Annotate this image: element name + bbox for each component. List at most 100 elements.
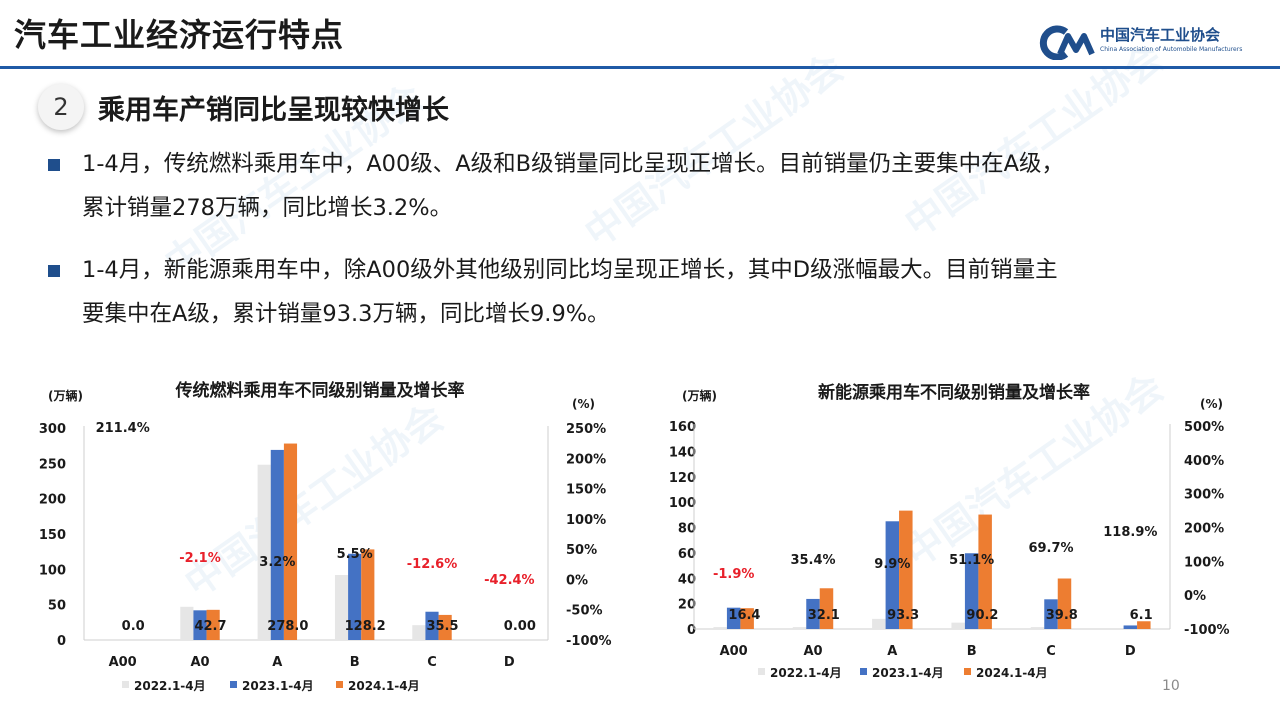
y-tick-label: 140: [669, 445, 696, 460]
y2-axis-label: (%): [572, 397, 595, 411]
y-axis-label: (万辆): [682, 388, 717, 403]
bar: [1123, 625, 1138, 629]
bar: [348, 553, 362, 640]
y2-tick-label: 150%: [566, 483, 606, 498]
bullet-line: 累计销量278万辆，同比增长3.2%。: [82, 195, 453, 221]
x-tick-label: D: [1125, 644, 1136, 659]
value-label: 42.7: [194, 619, 226, 634]
bullet-item: 1-4月，传统燃料乘用车中，A00级、A级和B级销量同比呈现正增长。目前销量仍主…: [48, 142, 1258, 230]
y2-tick-label: 0%: [1184, 589, 1206, 604]
bar: [713, 627, 727, 629]
bullet-line: 1-4月，传统燃料乘用车中，A00级、A级和B级销量同比呈现正增长。目前销量仍主…: [82, 151, 1064, 177]
x-tick-label: B: [967, 644, 977, 659]
value-label: 32.1: [808, 608, 840, 623]
value-label: 0.0: [122, 619, 145, 634]
x-tick-label: A00: [109, 655, 137, 670]
growth-rate-label: 51.1%: [949, 553, 994, 568]
growth-rate-label: -12.6%: [407, 557, 458, 572]
chart-title: 传统燃料乘用车不同级别销量及增长率: [175, 380, 465, 401]
x-tick-label: A00: [720, 644, 748, 659]
y2-tick-label: 0%: [566, 573, 588, 588]
logo: 中国汽车工业协会 China Association of Automobile…: [1038, 22, 1268, 62]
y2-axis-label: (%): [1200, 397, 1223, 411]
legend-swatch: [122, 681, 129, 688]
growth-rate-label: 5.5%: [337, 547, 373, 562]
bar: [412, 625, 426, 640]
x-tick-label: A0: [803, 644, 822, 659]
y-tick-label: 120: [669, 471, 696, 486]
value-label: 35.5: [426, 619, 458, 634]
y-tick-label: 0: [687, 623, 696, 638]
y-tick-label: 150: [39, 528, 66, 543]
section-title: 乘用车产销同比呈现较快增长: [98, 95, 449, 126]
growth-rate-label: 3.2%: [259, 555, 295, 570]
legend-swatch: [860, 668, 867, 675]
bar: [885, 521, 900, 629]
y-tick-label: 100: [669, 496, 696, 511]
x-tick-label: B: [350, 655, 360, 670]
value-label: 278.0: [267, 619, 308, 634]
bar: [951, 622, 965, 629]
legend-label: 2024.1-4月: [976, 666, 1048, 680]
y2-tick-label: -50%: [566, 604, 603, 619]
x-tick-label: A: [887, 644, 897, 659]
value-label: 0.00: [504, 619, 536, 634]
logo-en-text: China Association of Automobile Manufact…: [1100, 46, 1243, 53]
bar: [1044, 599, 1058, 629]
y-tick-label: 250: [39, 457, 66, 472]
y-tick-label: 20: [678, 598, 696, 613]
growth-rate-label: 69.7%: [1028, 541, 1073, 556]
header-divider: [0, 66, 1280, 69]
y-tick-label: 50: [48, 599, 66, 614]
bar: [193, 610, 207, 640]
value-label: 90.2: [966, 608, 998, 623]
bullet-square-icon: [48, 265, 60, 277]
legend-label: 2022.1-4月: [770, 666, 842, 680]
y-tick-label: 60: [678, 547, 696, 562]
value-label: 93.3: [887, 608, 919, 623]
y-tick-label: 200: [39, 493, 66, 508]
y2-tick-label: 200%: [566, 452, 606, 467]
y-tick-label: 0: [57, 634, 66, 649]
value-label: 128.2: [345, 619, 386, 634]
bar: [819, 588, 834, 629]
y-tick-label: 160: [669, 420, 696, 435]
growth-rate-label: 211.4%: [96, 421, 150, 436]
value-label: 16.4: [728, 608, 760, 623]
x-tick-label: A0: [190, 655, 209, 670]
bullet-square-icon: [48, 159, 60, 171]
legend-label: 2023.1-4月: [242, 679, 314, 693]
bar: [283, 443, 298, 640]
growth-rate-label: -1.9%: [713, 567, 754, 582]
y2-tick-label: 500%: [1184, 420, 1224, 435]
bar: [425, 611, 439, 640]
y2-tick-label: 200%: [1184, 522, 1224, 537]
bar: [257, 464, 271, 640]
y-tick-label: 80: [678, 522, 696, 537]
bar: [438, 614, 452, 640]
bullet-item: 1-4月，新能源乘用车中，除A00级外其他级别同比均呈现正增长，其中D级涨幅最大…: [48, 248, 1258, 336]
bar: [1057, 578, 1072, 629]
y2-tick-label: 50%: [566, 543, 597, 558]
y2-tick-label: 300%: [1184, 488, 1224, 503]
bar: [726, 607, 741, 629]
x-tick-label: C: [427, 655, 437, 670]
y-axis-label: (万辆): [48, 388, 83, 403]
bar: [1030, 627, 1045, 629]
y2-tick-label: 250%: [566, 422, 606, 437]
x-tick-label: A: [272, 655, 282, 670]
growth-rate-label: 35.4%: [790, 553, 835, 568]
y2-tick-label: -100%: [1184, 623, 1230, 638]
y-tick-label: 100: [39, 563, 66, 578]
bar: [872, 618, 886, 629]
legend-label: 2024.1-4月: [348, 679, 420, 693]
legend-label: 2022.1-4月: [134, 679, 206, 693]
value-label: 39.8: [1046, 608, 1078, 623]
page-number: 10: [1162, 678, 1180, 694]
bar: [978, 514, 992, 629]
x-tick-label: C: [1046, 644, 1056, 659]
x-tick-label: D: [504, 655, 515, 670]
bar: [806, 598, 820, 629]
growth-rate-label: 118.9%: [1103, 525, 1157, 540]
caam-logo-icon: [1039, 25, 1095, 60]
